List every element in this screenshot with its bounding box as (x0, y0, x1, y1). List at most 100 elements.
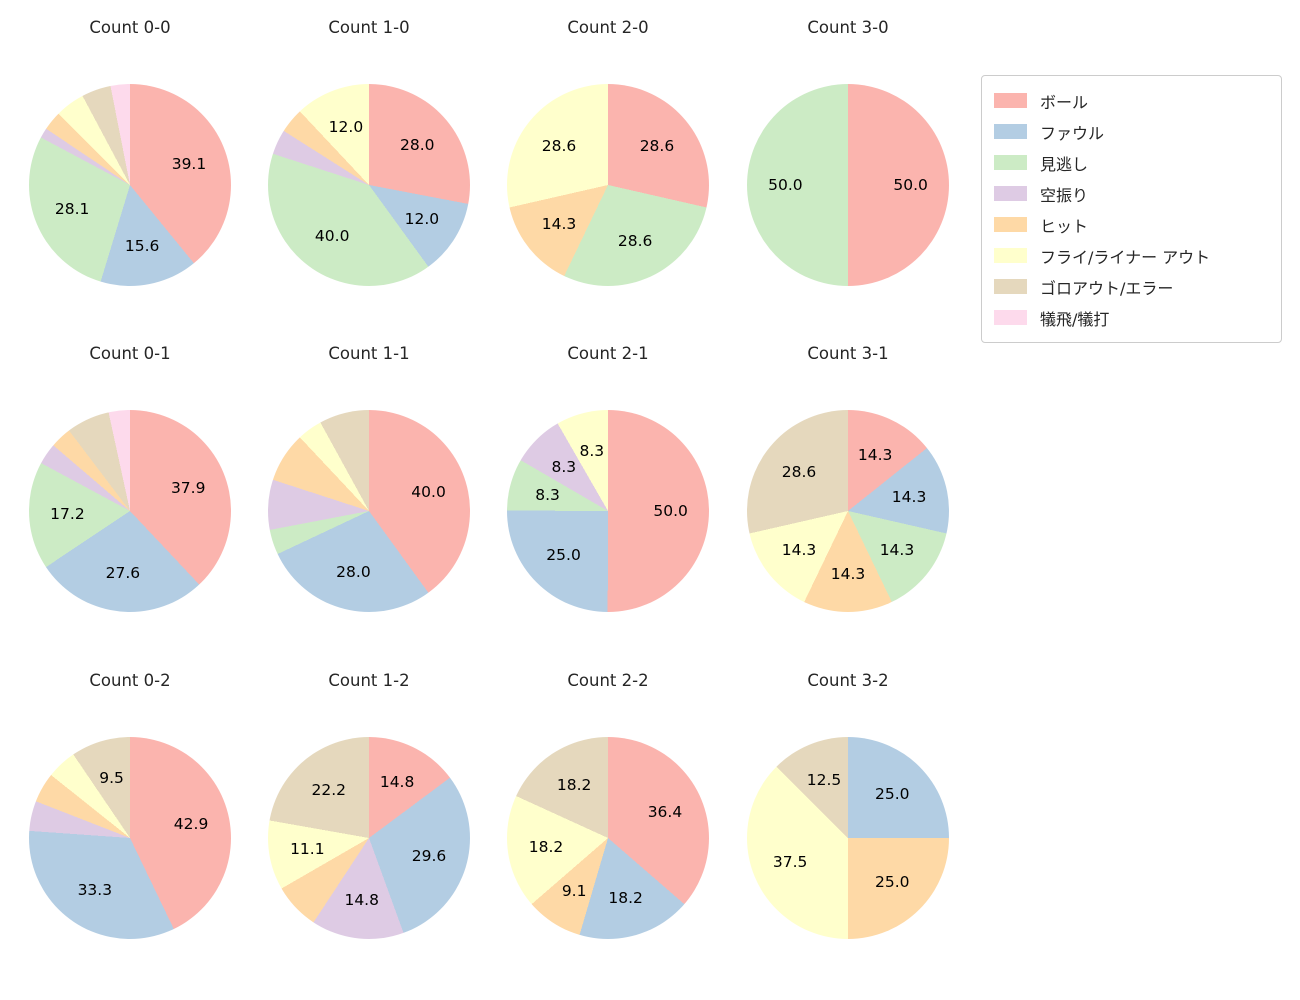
legend-item-label: ファウル (1040, 123, 1105, 143)
pie-slice-value-label: 29.6 (411, 846, 447, 865)
legend-item-label: フライ/ライナー アウト (1040, 247, 1211, 267)
pie: 14.8 29.6 14.8 11.1 22.2 (268, 737, 470, 939)
chart-title: Count 0-2 (89, 671, 171, 690)
pie-slice-value-label: 40.0 (411, 482, 446, 501)
pie-slice-value-label: 8.3 (535, 485, 560, 504)
legend-item: 空振り (994, 178, 1269, 209)
pie-chart-count-1-1: Count 1-1 40.0 28.0 (268, 343, 470, 612)
pie-slice-value-label: 12.0 (328, 117, 364, 136)
chart-title: Count 1-0 (328, 18, 410, 37)
pie-chart-count-0-0: Count 0-0 39.1 15.6 28.1 (29, 17, 231, 286)
pie-slice-value-label: 28.6 (541, 136, 577, 155)
pie-chart-count-2-0: Count 2-0 28.6 28.6 14.3 28.6 (507, 17, 709, 286)
pie-chart-count-2-1: Count 2-1 50.0 25.0 8.3 8.3 8.3 (507, 343, 709, 612)
pie: 36.4 18.2 9.1 18.2 18.2 (507, 737, 709, 939)
pie-chart-count-3-0: Count 3-0 50.0 50.0 (747, 17, 949, 286)
pie-slice-value-label: 28.6 (617, 232, 653, 251)
legend-swatch (994, 186, 1027, 201)
legend-item-label: 犠飛/犠打 (1040, 309, 1110, 329)
pie-slice-value-label: 25.0 (875, 784, 910, 803)
pie: 50.0 25.0 8.3 8.3 8.3 (507, 410, 709, 612)
pie-chart-count-0-2: Count 0-2 42.9 33.3 9.5 (29, 670, 231, 939)
pie-slice-value-label: 25.0 (875, 873, 910, 892)
pie-slice-value-label: 11.1 (290, 839, 325, 858)
pie: 28.0 12.0 40.0 12.0 (268, 84, 470, 286)
pie: 25.0 25.0 37.5 12.5 (747, 737, 949, 939)
pie: 50.0 50.0 (747, 84, 949, 286)
pie-slice-value-label: 8.3 (551, 457, 577, 476)
pie: 28.6 28.6 14.3 28.6 (507, 84, 709, 286)
legend-item-label: ゴロアウト/エラー (1040, 278, 1174, 298)
pie-slice-value-label: 18.2 (556, 776, 592, 795)
pie-slice-value-label: 9.1 (561, 881, 587, 900)
pie-slice-value-label: 50.0 (893, 176, 928, 194)
pie-slice-value-label: 50.0 (768, 176, 803, 194)
pie: 37.9 27.6 17.2 (29, 410, 231, 612)
pie: 42.9 33.3 9.5 (29, 737, 231, 939)
pie-chart-count-3-2: Count 3-2 25.0 25.0 37.5 12.5 (747, 670, 949, 939)
legend-swatch (994, 248, 1027, 263)
legend-item: ボール (994, 85, 1269, 116)
pie-slice-value-label: 14.3 (830, 564, 866, 583)
pie-slice-value-label: 42.9 (173, 815, 209, 834)
pie-chart-count-1-2: Count 1-2 14.8 29.6 14.8 11.1 22.2 (268, 670, 470, 939)
chart-title: Count 1-2 (328, 671, 410, 690)
chart-title: Count 0-1 (89, 344, 171, 363)
legend-item-label: ボール (1040, 92, 1089, 112)
pie-slice-value-label: 14.8 (379, 773, 415, 792)
pie-slice-value-label: 9.5 (99, 769, 124, 788)
chart-title: Count 3-1 (807, 344, 889, 363)
legend-swatch (994, 217, 1027, 232)
chart-title: Count 3-2 (807, 671, 889, 690)
legend-swatch (994, 124, 1027, 139)
pie-slice-value-label: 27.6 (105, 564, 141, 583)
pie-slice-value-label: 25.0 (546, 546, 581, 565)
legend-item-label: 見逃し (1040, 154, 1089, 174)
legend-item: ゴロアウト/エラー (994, 271, 1269, 302)
pie-slice-value-label: 28.0 (336, 562, 371, 581)
pie-chart-count-3-1: Count 3-1 14.3 14.3 14.3 14.3 14.3 28.6 (747, 343, 949, 612)
pie: 39.1 15.6 28.1 (29, 84, 231, 286)
pie-slice-value-label: 18.2 (528, 837, 564, 856)
legend-swatch (994, 93, 1027, 108)
legend-swatch (994, 310, 1027, 325)
pie-slice-value-label: 14.3 (857, 445, 893, 464)
chart-title: Count 2-0 (567, 18, 649, 37)
pie-slice-value-label: 33.3 (77, 880, 113, 899)
pie-slice-value-label: 37.9 (170, 478, 206, 497)
pie-slice-value-label: 28.6 (781, 462, 817, 481)
chart-title: Count 3-0 (807, 18, 889, 37)
chart-title: Count 2-2 (567, 671, 649, 690)
pie-slice-value-label: 14.8 (344, 891, 379, 910)
legend-item: ファウル (994, 116, 1269, 147)
pie-slice-value-label: 12.5 (806, 771, 842, 790)
pie-slice-value-label: 14.3 (879, 541, 915, 560)
pie-slice-value-label: 8.3 (579, 441, 605, 460)
legend-item: 犠飛/犠打 (994, 302, 1269, 333)
pie-slice-value-label: 37.5 (772, 852, 808, 871)
pie-chart-count-2-2: Count 2-2 36.4 18.2 9.1 18.2 18.2 (507, 670, 709, 939)
pie-slice-value-label: 39.1 (171, 154, 207, 173)
pie-slice-value-label: 14.3 (541, 215, 577, 234)
pie-slice-value-label: 40.0 (314, 226, 350, 245)
legend-item-label: 空振り (1040, 185, 1089, 205)
pie: 14.3 14.3 14.3 14.3 14.3 28.6 (747, 410, 949, 612)
pie-slice-value-label: 15.6 (124, 237, 160, 256)
legend-item: ヒット (994, 209, 1269, 240)
pie-slice-value-label: 17.2 (50, 504, 85, 523)
pie-slice-value-label: 18.2 (608, 889, 643, 908)
legend: ボールファウル見逃し空振りヒットフライ/ライナー アウト ゴロアウト/エラー 犠飛/… (981, 75, 1282, 343)
legend-swatch (994, 279, 1027, 294)
pie-slice-value-label: 50.0 (653, 502, 688, 521)
pie-slice-value-label: 14.3 (781, 541, 817, 560)
legend-item: 見逃し (994, 147, 1269, 178)
pie-slice-value-label: 14.3 (891, 488, 927, 507)
pie-chart-count-1-0: Count 1-0 28.0 12.0 40.0 12.0 (268, 17, 470, 286)
pie-slice-value-label: 22.2 (311, 781, 346, 800)
chart-title: Count 1-1 (328, 344, 410, 363)
pie-slice-value-label: 12.0 (404, 209, 440, 228)
pie-slice-value-label: 36.4 (647, 802, 683, 821)
pie-slice-value-label: 28.6 (639, 136, 675, 155)
chart-title: Count 0-0 (89, 18, 171, 37)
